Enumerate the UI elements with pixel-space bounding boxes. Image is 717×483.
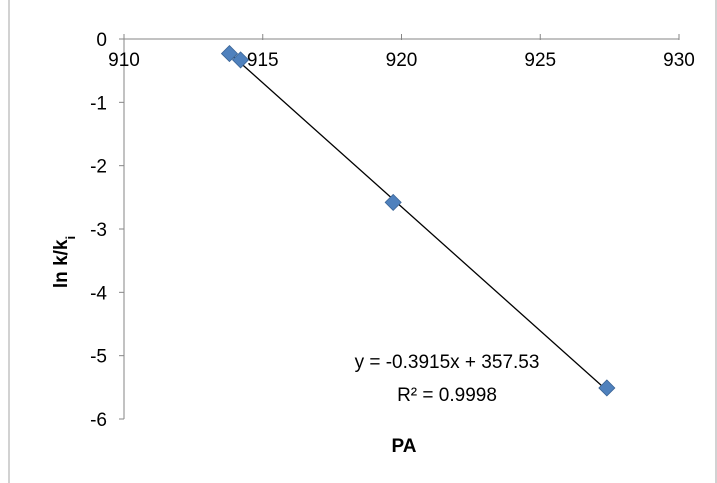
- trendline-layer: [229, 52, 608, 391]
- axes: 910 915 920 925 930 0 -1 -2 -3 -4 -5 -6: [90, 30, 695, 431]
- y-tick-label: -2: [90, 157, 107, 178]
- y-axis-title: ln k/ki: [51, 236, 78, 288]
- y-tick-label: -1: [90, 93, 107, 114]
- x-tick-label: 930: [663, 50, 695, 71]
- x-tick-label: 915: [247, 50, 279, 71]
- x-tick-label: 910: [108, 50, 140, 71]
- y-tick-label: 0: [96, 30, 107, 51]
- labels: PA ln k/ki y = -0.3915x + 357.53 R² = 0.…: [51, 236, 539, 457]
- data-point: [220, 45, 239, 63]
- data-point: [384, 193, 402, 211]
- y-tick-label: -6: [90, 410, 107, 431]
- x-tick-label: 925: [524, 50, 556, 71]
- y-tick-label: -4: [90, 283, 107, 304]
- data-point: [231, 51, 250, 69]
- y-tick-label: -3: [90, 220, 107, 241]
- trendline: [229, 52, 608, 391]
- data-point: [598, 379, 616, 397]
- x-tick-label: 920: [386, 50, 418, 71]
- data-points: [220, 45, 616, 397]
- x-axis-title: PA: [392, 436, 417, 457]
- trendline-equation: y = -0.3915x + 357.53: [355, 352, 540, 373]
- r-squared-label: R² = 0.9998: [397, 385, 497, 406]
- y-tick-label: -5: [90, 347, 107, 368]
